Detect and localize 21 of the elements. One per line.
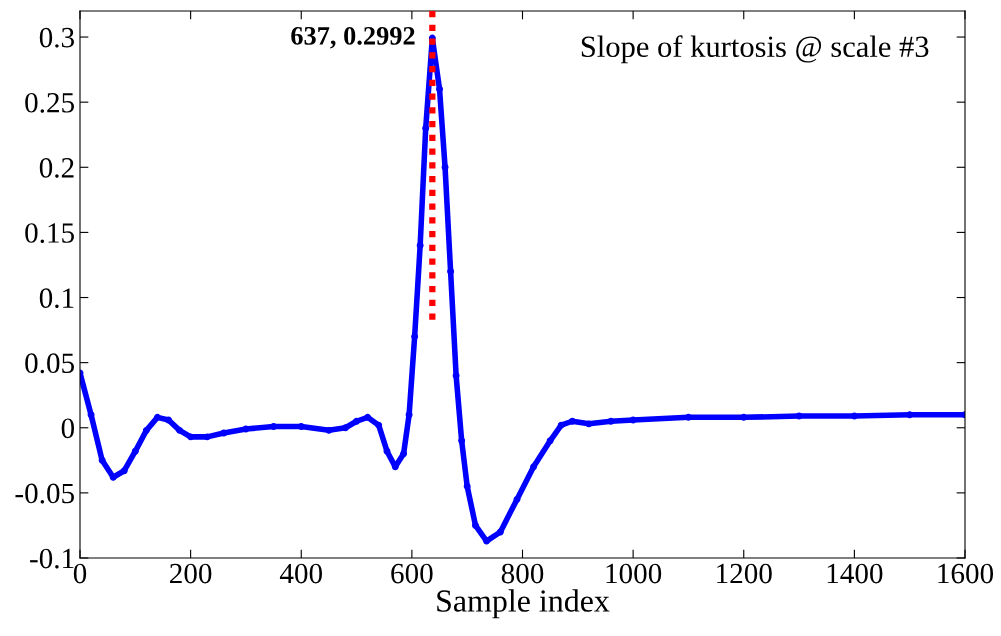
x-tick-label: 0 [73,563,87,584]
x-tick-label: 1000 [606,563,662,584]
y-tick-label: -0.05 [15,483,74,504]
y-tick-label: 0.1 [39,288,74,309]
x-tick-label: 1600 [938,563,994,584]
x-tick-label: 200 [170,563,212,584]
x-axis-title: Sample index [437,589,610,619]
y-tick-label: -0.1 [30,548,74,569]
y-tick-label: 0 [61,418,75,439]
x-tick-label: 400 [279,563,323,584]
x-tick-label: 600 [391,563,433,584]
y-tick-label: 0.3 [39,27,74,48]
y-tick-label: 0.15 [25,223,74,243]
annotation: Slope of kurtosis @ scale #3 [581,35,929,64]
y-tick-label: 0.2 [39,158,74,178]
x-tick-label: 800 [501,563,544,584]
annotation: 637, 0.2992 [291,26,415,49]
y-tick-label: 0.25 [25,92,74,113]
x-tick-label: 1200 [717,563,772,584]
x-tick-label: 1400 [827,563,883,584]
y-tick-label: 0.05 [25,353,74,374]
